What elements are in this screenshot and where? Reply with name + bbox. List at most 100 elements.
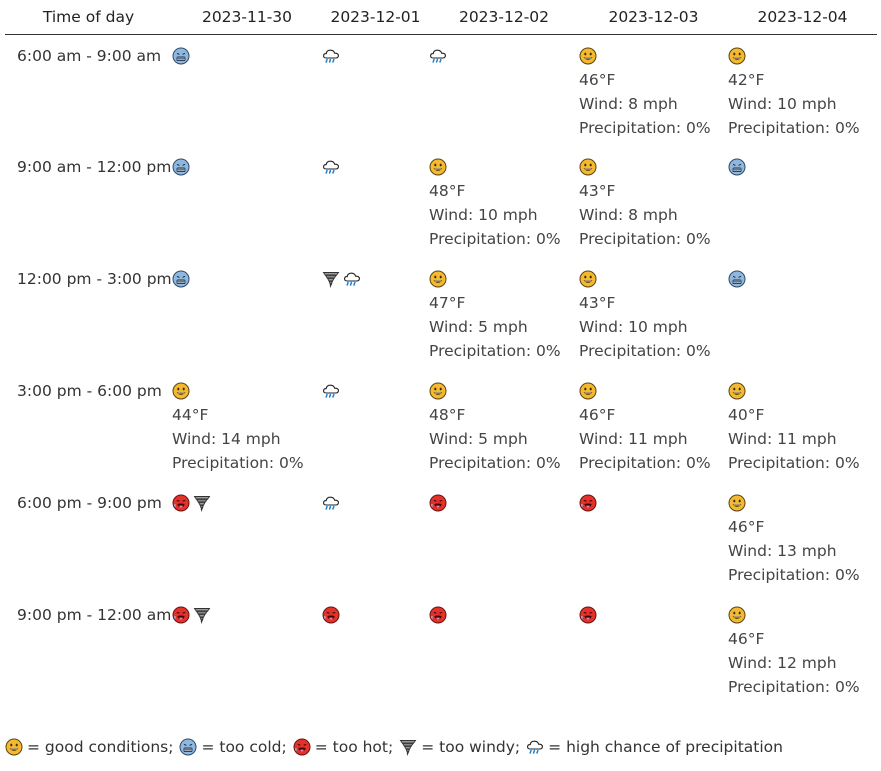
wind-value: Wind: 5 mph bbox=[429, 318, 528, 336]
good-face-icon bbox=[429, 158, 447, 176]
condition-icons bbox=[172, 379, 322, 403]
forecast-cell bbox=[172, 34, 322, 146]
tornado-icon bbox=[399, 738, 421, 756]
legend-item: = too windy; bbox=[399, 738, 526, 756]
forecast-cell bbox=[579, 594, 728, 706]
wind-value: Wind: 10 mph bbox=[579, 318, 688, 336]
time-of-day-cell: 3:00 pm - 6:00 pm bbox=[17, 382, 162, 400]
condition-icons bbox=[579, 44, 728, 68]
forecast-table: Time of day 2023-11-30 2023-12-01 2023-1… bbox=[5, 0, 877, 706]
wind-value: Wind: 8 mph bbox=[579, 206, 678, 224]
forecast-cell: 46°F Wind: 11 mph Precipitation: 0% bbox=[579, 370, 728, 482]
good-face-icon bbox=[728, 606, 746, 624]
condition-icons bbox=[429, 603, 579, 627]
tornado-icon bbox=[193, 606, 211, 624]
table-row: 6:00 am - 9:00 am 46°F Wind: 8 mph Precipit… bbox=[5, 34, 877, 146]
header-date: 2023-12-03 bbox=[579, 0, 728, 35]
table-row: 9:00 am - 12:00 pm 48°F Wind: 10 mph Precip… bbox=[5, 146, 877, 258]
condition-icons bbox=[728, 379, 877, 403]
condition-icons bbox=[579, 379, 728, 403]
condition-icons bbox=[728, 491, 877, 515]
forecast-container: Time of day 2023-11-30 2023-12-01 2023-1… bbox=[5, 0, 877, 706]
rain-cloud-icon bbox=[343, 270, 361, 288]
precipitation-value: Precipitation: 0% bbox=[429, 454, 561, 472]
condition-icons bbox=[579, 491, 728, 515]
temperature-value: 43°F bbox=[579, 294, 616, 312]
good-face-icon bbox=[579, 47, 597, 65]
forecast-cell bbox=[322, 146, 429, 258]
condition-icons bbox=[429, 491, 579, 515]
hot-face-icon bbox=[293, 738, 315, 756]
temperature-value: 46°F bbox=[728, 518, 765, 536]
condition-icons bbox=[172, 44, 322, 68]
legend-item: = too hot; bbox=[293, 738, 400, 756]
cold-face-icon bbox=[728, 158, 746, 176]
precipitation-value: Precipitation: 0% bbox=[728, 118, 860, 137]
wind-value: Wind: 14 mph bbox=[172, 430, 281, 448]
table-row: 6:00 pm - 9:00 pm 46°F Wind: 13 mph Precipi… bbox=[5, 482, 877, 594]
forecast-cell bbox=[579, 482, 728, 594]
condition-icons bbox=[579, 267, 728, 291]
rain-cloud-icon bbox=[322, 494, 340, 512]
forecast-cell: 47°F Wind: 5 mph Precipitation: 0% bbox=[429, 258, 579, 370]
condition-icons bbox=[172, 267, 322, 291]
temperature-value: 44°F bbox=[172, 406, 209, 424]
legend-item: = good conditions; bbox=[5, 738, 179, 756]
good-face-icon bbox=[728, 47, 746, 65]
condition-icons bbox=[429, 379, 579, 403]
temperature-value: 48°F bbox=[429, 406, 466, 424]
precipitation-value: Precipitation: 0% bbox=[579, 230, 711, 248]
condition-icons bbox=[322, 491, 429, 515]
cold-face-icon bbox=[728, 270, 746, 288]
cold-face-icon bbox=[172, 47, 190, 65]
precipitation-value: Precipitation: 0% bbox=[728, 566, 860, 584]
time-of-day-cell: 6:00 am - 9:00 am bbox=[17, 46, 162, 65]
hot-face-icon bbox=[429, 494, 447, 512]
forecast-cell bbox=[172, 146, 322, 258]
wind-value: Wind: 5 mph bbox=[429, 430, 528, 448]
rain-cloud-icon bbox=[322, 382, 340, 400]
table-row: 12:00 pm - 3:00 pm 47°F Wind: 5 mph Precipi… bbox=[5, 258, 877, 370]
forecast-cell: 43°F Wind: 8 mph Precipitation: 0% bbox=[579, 146, 728, 258]
forecast-cell bbox=[322, 258, 429, 370]
legend-item: = high chance of precipitation bbox=[526, 738, 789, 756]
precipitation-value: Precipitation: 0% bbox=[728, 454, 860, 472]
forecast-cell bbox=[172, 594, 322, 706]
header-date: 2023-12-01 bbox=[322, 0, 429, 35]
legend: = good conditions; = too cold; = too hot; =… bbox=[5, 738, 789, 756]
good-face-icon bbox=[429, 382, 447, 400]
wind-value: Wind: 13 mph bbox=[728, 542, 837, 560]
precipitation-value: Precipitation: 0% bbox=[728, 678, 860, 696]
condition-icons bbox=[322, 267, 429, 291]
time-of-day-cell: 6:00 pm - 9:00 pm bbox=[17, 494, 162, 512]
wind-value: Wind: 11 mph bbox=[728, 430, 837, 448]
forecast-cell bbox=[429, 594, 579, 706]
hot-face-icon bbox=[579, 606, 597, 624]
forecast-cell: 46°F Wind: 13 mph Precipitation: 0% bbox=[728, 482, 877, 594]
condition-icons bbox=[429, 155, 579, 179]
forecast-cell: 44°F Wind: 14 mph Precipitation: 0% bbox=[172, 370, 322, 482]
precipitation-value: Precipitation: 0% bbox=[429, 230, 561, 248]
forecast-cell bbox=[172, 258, 322, 370]
good-face-icon bbox=[172, 382, 190, 400]
temperature-value: 46°F bbox=[728, 630, 765, 648]
forecast-cell: 40°F Wind: 11 mph Precipitation: 0% bbox=[728, 370, 877, 482]
precipitation-value: Precipitation: 0% bbox=[429, 342, 561, 360]
temperature-value: 42°F bbox=[728, 70, 765, 89]
condition-icons bbox=[172, 155, 322, 179]
condition-icons bbox=[728, 155, 877, 179]
precipitation-value: Precipitation: 0% bbox=[579, 454, 711, 472]
rain-cloud-icon bbox=[322, 47, 340, 65]
good-face-icon bbox=[579, 382, 597, 400]
forecast-cell: 42°F Wind: 10 mph Precipitation: 0% bbox=[728, 34, 877, 146]
condition-icons bbox=[728, 603, 877, 627]
temperature-value: 43°F bbox=[579, 182, 616, 200]
condition-icons bbox=[172, 603, 322, 627]
condition-icons bbox=[322, 603, 429, 627]
cold-face-icon bbox=[172, 270, 190, 288]
hot-face-icon bbox=[172, 606, 190, 624]
precipitation-value: Precipitation: 0% bbox=[579, 118, 711, 137]
forecast-cell bbox=[728, 146, 877, 258]
good-face-icon bbox=[728, 494, 746, 512]
legend-item: = too cold; bbox=[179, 738, 292, 756]
